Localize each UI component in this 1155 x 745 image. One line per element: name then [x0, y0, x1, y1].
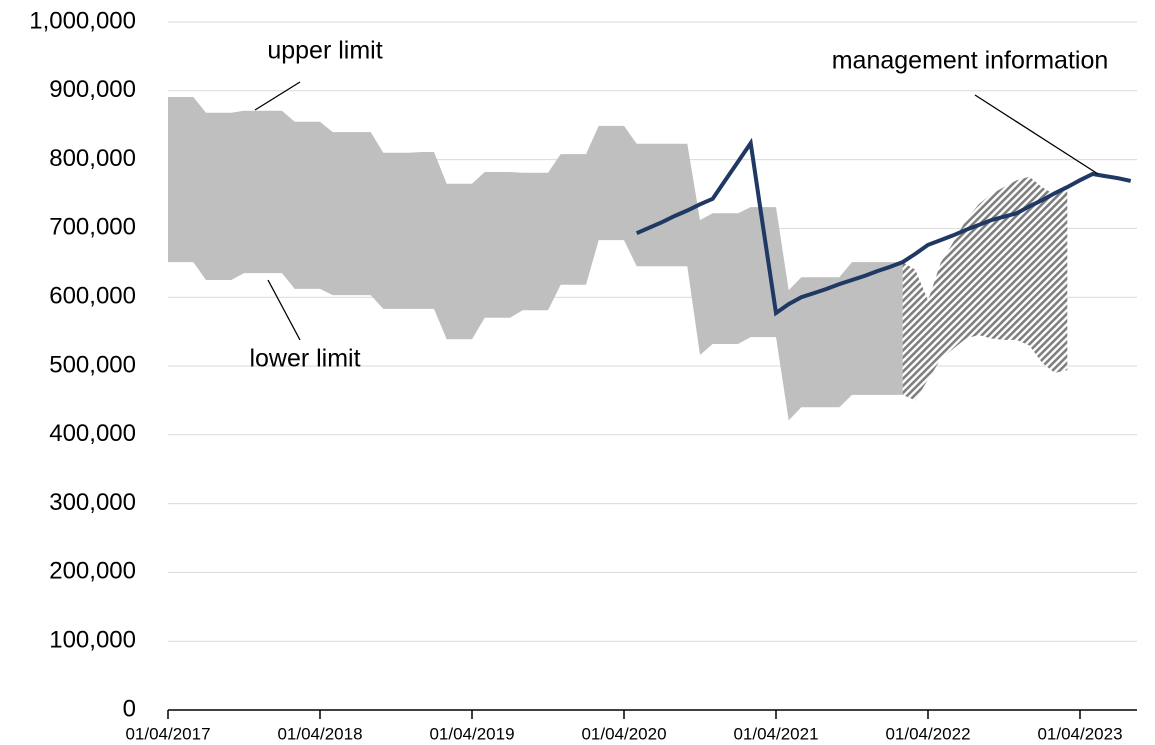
y-tick-label: 500,000: [49, 351, 136, 378]
hatched-band: [902, 176, 1068, 401]
y-tick-label: 800,000: [49, 145, 136, 172]
x-tick-label: 01/04/2022: [885, 724, 970, 743]
annotation-leader: [974, 94, 1099, 175]
x-tick-label: 01/04/2020: [581, 724, 666, 743]
limit-band: [168, 97, 903, 421]
y-tick-label: 300,000: [49, 489, 136, 516]
plot: [168, 97, 1132, 421]
x-tick-label: 01/04/2023: [1037, 724, 1122, 743]
annotation-leader: [254, 81, 301, 111]
y-tick-label: 0: [123, 695, 136, 722]
y-tick-label: 100,000: [49, 627, 136, 654]
annotation-leader: [267, 279, 301, 341]
y-tick-label: 600,000: [49, 283, 136, 310]
x-tick-label: 01/04/2021: [733, 724, 818, 743]
y-tick-label: 700,000: [49, 214, 136, 241]
annotation: management information: [832, 47, 1109, 75]
x-tick-label: 01/04/2019: [429, 724, 514, 743]
axes: 0 100,000 200,000 300,000 400,000 500,000 600,…: [29, 7, 1137, 743]
y-tick-label: 200,000: [49, 558, 136, 585]
annotation: lower limit: [249, 345, 360, 373]
x-tick-label: 01/04/2018: [277, 724, 362, 743]
x-tick-label: 01/04/2017: [125, 724, 210, 743]
y-tick-label: 900,000: [49, 76, 136, 103]
y-tick-label: 400,000: [49, 420, 136, 447]
annotation: upper limit: [267, 37, 382, 65]
y-tick-label: 1,000,000: [29, 7, 136, 34]
series-line: [635, 137, 1132, 317]
